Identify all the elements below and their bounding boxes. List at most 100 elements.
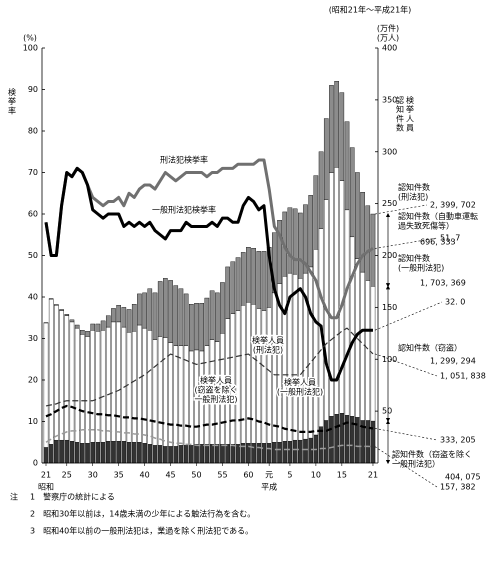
y2-tick-label: 250 bbox=[382, 199, 397, 208]
bar-segment bbox=[80, 334, 85, 444]
bar-segment bbox=[256, 308, 262, 444]
bar-segment bbox=[163, 278, 168, 338]
bar-segment bbox=[251, 304, 256, 444]
end-value-label: 696, 333 bbox=[420, 238, 456, 247]
x-tick-label: 元 bbox=[265, 471, 273, 480]
bar-segment bbox=[329, 85, 334, 173]
bar-segment bbox=[277, 220, 282, 284]
x-tick-label: 15 bbox=[337, 471, 347, 480]
bar-segment bbox=[214, 292, 220, 342]
bar-segment bbox=[287, 441, 293, 464]
bar-segment bbox=[142, 443, 147, 464]
y-tick-label: 20 bbox=[28, 376, 38, 385]
y-tick-label: 80 bbox=[28, 127, 38, 136]
bar-segment bbox=[199, 444, 205, 464]
note: 3 昭和40年以前の一般刑法犯は，業過を除く刑法犯である。 bbox=[30, 526, 253, 536]
y-tick-label: 50 bbox=[28, 251, 38, 260]
y-tick-label: 40 bbox=[28, 293, 38, 302]
bar-segment bbox=[95, 442, 101, 464]
annotation-label: 認知件数(一般刑法犯) bbox=[398, 253, 444, 273]
bar-segment bbox=[261, 251, 267, 311]
bar-segment bbox=[225, 266, 230, 319]
x-tick-label: 60 bbox=[243, 471, 253, 480]
end-value-label: 157, 382 bbox=[440, 483, 476, 492]
bar-segment bbox=[69, 319, 75, 323]
y-unit: (%) bbox=[23, 34, 37, 43]
bar-segment bbox=[173, 446, 179, 464]
bar-segment bbox=[194, 303, 199, 351]
bar-segment bbox=[199, 303, 205, 352]
bar-segment bbox=[339, 413, 345, 464]
series-label: 認知件数（自動車運転過失致死傷等） bbox=[398, 211, 478, 231]
bar-segment bbox=[272, 442, 277, 464]
bar-segment bbox=[220, 444, 225, 464]
bar-segment bbox=[59, 309, 64, 311]
x-tick-label: 10 bbox=[311, 471, 321, 480]
bar-segment bbox=[173, 345, 179, 447]
bar-segment bbox=[298, 212, 303, 279]
bar-segment bbox=[142, 327, 147, 444]
bar-segment bbox=[178, 345, 184, 446]
leader-line bbox=[374, 237, 438, 249]
bar-segment bbox=[168, 342, 173, 447]
y2-unit: (万件) (万人) bbox=[377, 23, 399, 43]
bar-segment bbox=[116, 441, 121, 464]
bar-segment bbox=[168, 280, 173, 343]
bar-segment bbox=[303, 204, 308, 274]
y-tick-label: 60 bbox=[28, 210, 38, 219]
y2-title: 検挙人員 bbox=[406, 95, 414, 133]
y2-tick-label: 400 bbox=[382, 44, 397, 53]
bar-segment bbox=[277, 442, 282, 464]
series-label: 一般刑法犯検挙率 bbox=[152, 205, 216, 215]
series-label: 認知件数（窃盗を除く一般刑法犯） bbox=[392, 449, 472, 469]
bar-segment bbox=[214, 444, 220, 464]
bar-segment bbox=[152, 339, 158, 446]
bar-segment bbox=[163, 446, 168, 464]
leader-line bbox=[374, 446, 438, 488]
series-line bbox=[45, 404, 374, 433]
annotation-value: 1, 703, 369 bbox=[420, 279, 466, 288]
y-tick-label: 30 bbox=[28, 334, 38, 343]
bar-segment bbox=[266, 443, 272, 464]
y2-tick-label: 100 bbox=[382, 355, 397, 364]
bar-segment bbox=[235, 310, 241, 445]
bar-segment bbox=[116, 321, 121, 442]
bar-segment bbox=[339, 92, 345, 182]
y-tick-label: 10 bbox=[28, 417, 38, 426]
bar-segment bbox=[292, 208, 298, 275]
bar-segment bbox=[147, 330, 153, 445]
end-value-label: 32. 0 bbox=[445, 298, 465, 307]
bar-segment bbox=[334, 80, 339, 168]
series-label: 認知件数（窃盗） bbox=[398, 343, 462, 353]
bar-segment bbox=[323, 420, 329, 464]
era-label: 平成 bbox=[261, 482, 277, 492]
bar-segment bbox=[48, 444, 54, 464]
bar-segment bbox=[344, 209, 350, 416]
bar-segment bbox=[85, 336, 90, 444]
bar-segment bbox=[54, 439, 59, 464]
bar-segment bbox=[178, 288, 184, 346]
bar-segment bbox=[168, 446, 173, 464]
series-line bbox=[44, 166, 373, 382]
annotation-value: 2, 399, 702 bbox=[430, 201, 476, 210]
era-label: 昭和 bbox=[38, 483, 54, 492]
bar-segment bbox=[111, 441, 116, 464]
y-tick-label: 70 bbox=[28, 168, 38, 177]
annotation-label: 認知件数(刑法犯) bbox=[398, 182, 430, 202]
bar-segment bbox=[235, 257, 241, 311]
bar-segment bbox=[282, 441, 288, 464]
bar-segment bbox=[131, 331, 137, 443]
bar-segment bbox=[365, 280, 371, 421]
bar-segment bbox=[292, 439, 298, 464]
bar-segment bbox=[344, 121, 350, 211]
bar-segment bbox=[137, 324, 142, 443]
bar-segment bbox=[183, 293, 189, 346]
bar-segment bbox=[349, 147, 355, 238]
bar-segment bbox=[74, 324, 80, 329]
chart-title: (昭和21年～平成21年) bbox=[329, 5, 412, 15]
x-tick-label: 55 bbox=[217, 471, 227, 480]
end-value-label: 404, 075 bbox=[445, 473, 481, 482]
end-value-label: 1, 299, 294 bbox=[430, 357, 476, 366]
bar-segment bbox=[246, 246, 251, 303]
